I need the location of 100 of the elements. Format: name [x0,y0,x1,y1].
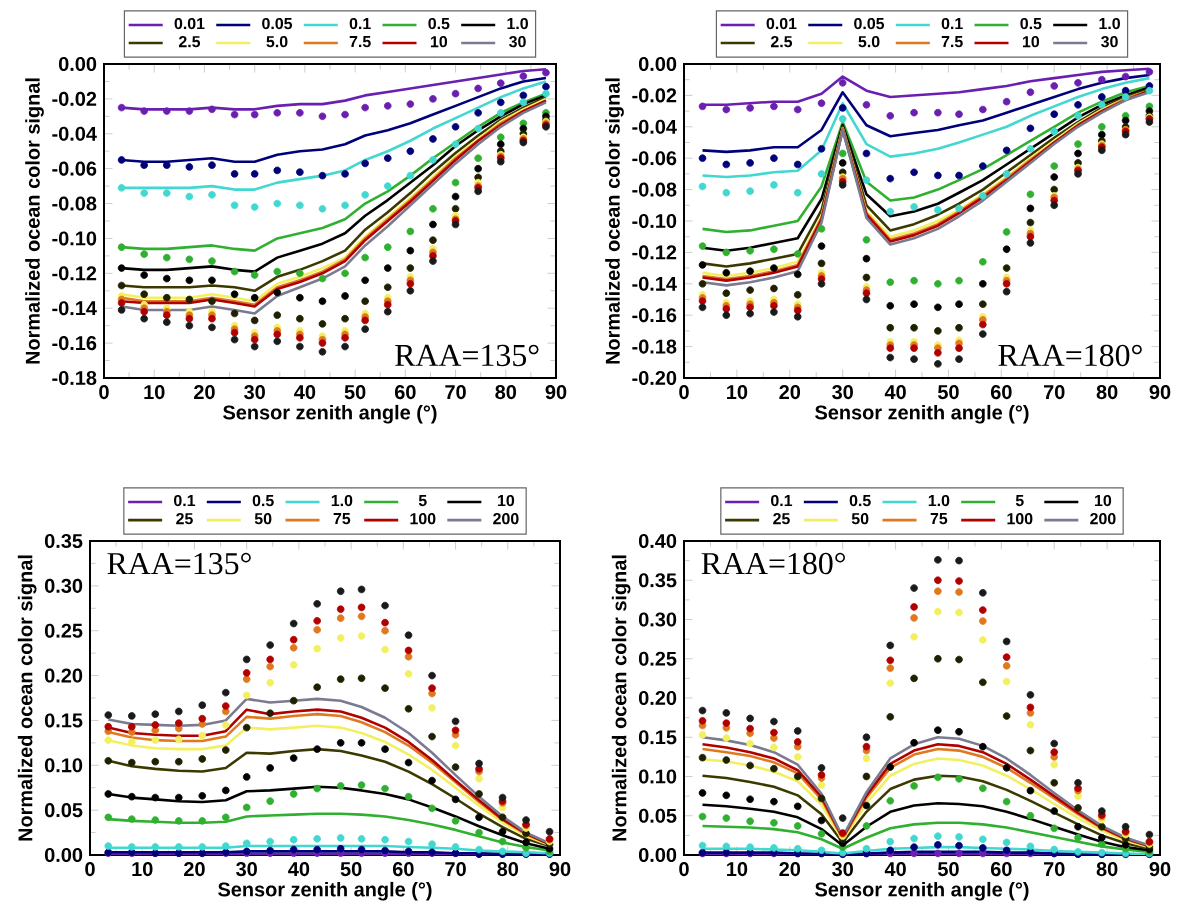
y-tick-label: 0.15 [638,730,677,745]
x-tick-label: 0 [679,862,689,877]
legend-label: 10 [498,494,515,507]
annotation: RAA=135° [107,552,251,575]
y-axis-title: Normalized ocean color signal [17,555,37,841]
legend-label: 0.5 [849,494,871,507]
y-tick-label: -0.02 [52,91,97,106]
x-tick-label: 90 [549,862,571,877]
y-tick-label: -0.14 [632,276,677,291]
x-tick-label: 50 [937,385,959,400]
x-tick-label: 40 [884,385,906,400]
x-tick-label: 20 [194,385,215,400]
y-tick-label: -0.14 [52,301,97,316]
x-tick-label: 0 [679,385,689,400]
x-tick-label: 50 [344,385,366,400]
legend-label: 10 [430,36,448,48]
x-tick-label: 20 [184,862,205,877]
legend-label: 75 [930,513,948,525]
legend-label: 2.5 [178,36,201,48]
y-axis-title: Normalized ocean color signal [611,555,631,841]
legend-label: 1.0 [928,494,950,507]
legend-label: 10 [1022,36,1040,48]
x-tick-label: 0 [85,862,95,877]
legend-label: 25 [773,513,790,525]
legend-label: 10 [1095,494,1112,507]
x-tick-label: 30 [244,385,265,400]
y-tick-label: 0.25 [638,651,677,666]
x-tick-label: 50 [937,862,959,877]
legend-label: 7.5 [941,36,963,48]
y-tick-label: 0.40 [638,533,677,549]
y-tick-label: -0.06 [52,161,97,176]
x-tick-label: 30 [236,862,257,877]
legend-label: 0.1 [771,494,793,507]
x-tick-label: 70 [445,385,466,400]
x-tick-label: 30 [832,385,853,400]
legend-label: 0.01 [174,17,205,30]
y-tick-label: 0.30 [638,612,677,627]
x-tick-label: 90 [1149,862,1171,877]
y-tick-label: 0.20 [44,668,83,683]
y-tick-label: 0.15 [44,713,83,728]
x-axis-title: Sensor zenith angle (°) [223,404,437,424]
legend-label: 0.05 [854,17,885,30]
y-tick-label: -0.04 [632,119,677,134]
x-tick-label: 40 [288,862,310,877]
y-tick-label: -0.12 [52,266,97,281]
legend-label: 1.0 [331,494,353,507]
x-tick-label: 60 [394,385,416,400]
y-tick-label: -0.12 [632,245,677,260]
y-axis-title: Normalized ocean color signal [25,78,44,364]
legend-label: 0.1 [174,494,196,507]
x-tick-label: 40 [294,385,316,400]
y-tick-label: 0.30 [44,578,83,593]
y-tick-label: 0.35 [44,533,83,549]
y-tick-label: -0.08 [52,196,97,211]
y-tick-label: -0.16 [632,308,677,323]
x-tick-label: 70 [1043,862,1065,877]
y-tick-label: 0.25 [44,623,83,638]
x-tick-label: 90 [1149,385,1171,400]
y-tick-label: -0.18 [632,339,677,354]
y-tick-label: 0.00 [638,847,677,863]
legend-label: 25 [176,513,193,525]
annotation: RAA=180° [701,552,845,575]
x-tick-label: 60 [990,385,1012,400]
x-tick-label: 20 [779,862,801,877]
annotation: RAA=180° [998,344,1142,367]
legend-label: 50 [851,513,869,525]
legend-label: 5.0 [858,36,880,48]
y-tick-label: 0.10 [638,769,677,784]
legend-label: 30 [1101,36,1118,48]
annotation: RAA=135° [395,344,539,367]
x-axis-title: Sensor zenith angle (°) [218,881,432,901]
y-tick-label: 0.00 [58,56,97,72]
legend-label: 0.05 [262,17,293,30]
legend-label: 0.1 [349,17,371,30]
x-tick-label: 70 [445,862,466,877]
y-tick-label: 0.10 [44,758,83,773]
x-tick-label: 20 [779,385,801,400]
x-tick-label: 10 [727,862,748,877]
legend-label: 100 [1007,513,1033,525]
y-tick-label: -0.06 [632,151,677,166]
legend-label: 75 [333,513,351,525]
legend-label: 0.5 [1020,17,1042,30]
y-tick-label: -0.02 [632,88,677,103]
y-tick-label: 0.35 [638,573,677,588]
legend-label: 200 [1090,513,1116,525]
y-tick-label: -0.16 [52,336,97,351]
legend-label: 0.01 [766,17,797,30]
x-tick-label: 0 [99,385,109,400]
y-tick-label: -0.20 [632,370,677,386]
x-tick-label: 70 [1043,385,1065,400]
legend-label: 5 [1015,495,1024,507]
x-tick-label: 50 [340,862,362,877]
legend-label: 1.0 [507,17,528,30]
y-tick-label: 0.00 [44,847,83,863]
y-tick-label: -0.08 [632,182,677,197]
x-tick-label: 60 [392,862,414,877]
x-tick-label: 80 [497,862,519,877]
x-tick-label: 90 [545,385,567,400]
y-tick-label: 0.05 [44,803,83,818]
y-tick-label: 0.20 [638,690,677,706]
